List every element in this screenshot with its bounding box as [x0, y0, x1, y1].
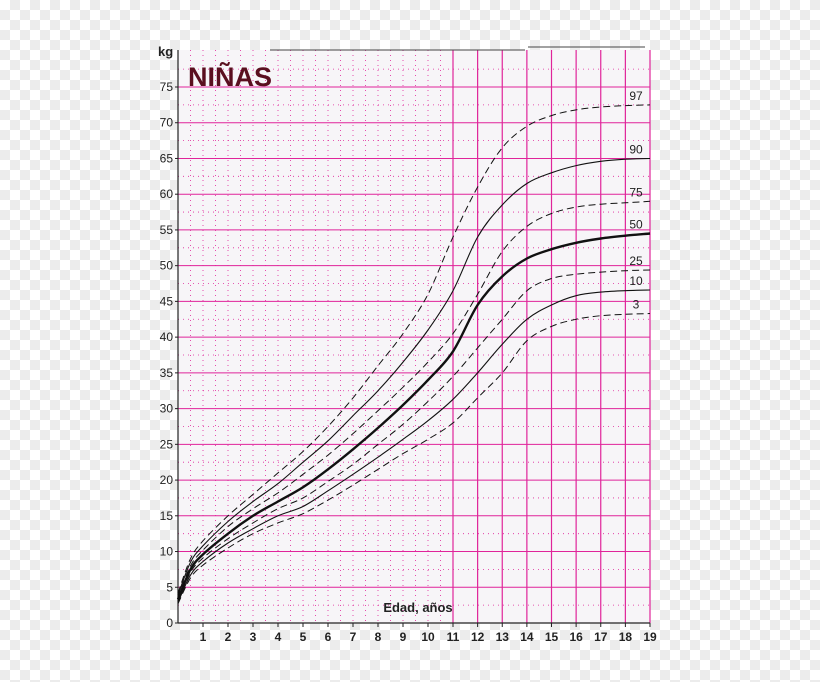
percentile-line-97	[177, 104, 651, 594]
percentile-label-97: 97	[629, 89, 643, 103]
percentile-label-75: 75	[629, 185, 643, 199]
percentile-label-90: 90	[629, 142, 643, 156]
x-tick-label: 11	[447, 630, 460, 644]
y-tick-label: 0	[166, 616, 173, 630]
percentile-line-25	[177, 269, 651, 602]
axes	[175, 46, 651, 627]
x-tick-label: 12	[471, 630, 485, 644]
percentile-label-3: 3	[633, 298, 640, 312]
x-tick-label: 17	[594, 630, 608, 644]
y-axis-unit: kg	[158, 44, 173, 59]
x-tick-label: 18	[619, 630, 633, 644]
y-tick-label: 20	[160, 473, 174, 487]
x-tick-label: 1	[200, 630, 207, 644]
chart-title: NIÑAS	[188, 61, 272, 92]
x-tick-label: 16	[569, 630, 583, 644]
x-tick-label: 9	[400, 630, 407, 644]
x-tick-label: 3	[250, 630, 257, 644]
x-tick-label: 7	[350, 630, 357, 644]
percentile-line-75	[177, 200, 651, 598]
y-tick-label: 5	[166, 580, 173, 594]
x-tick-label: 14	[520, 630, 534, 644]
y-tick-label: 60	[160, 187, 174, 201]
y-tick-label: 35	[160, 366, 174, 380]
x-axis-label: Edad, años	[383, 600, 452, 615]
x-tick-label: 2	[225, 630, 232, 644]
percentile-label-50: 50	[629, 218, 643, 232]
series-lines	[176, 104, 651, 604]
y-tick-label: 65	[160, 151, 174, 165]
percentile-line-3	[177, 313, 651, 604]
y-tick-label: 10	[160, 545, 174, 559]
percentile-line-90	[177, 157, 651, 596]
x-tick-label: 10	[421, 630, 435, 644]
percentile-line-10	[177, 289, 651, 603]
y-tick-label: 45	[160, 294, 174, 308]
y-tick-label: 15	[160, 509, 174, 523]
x-tick-label: 15	[545, 630, 559, 644]
percentile-line-50	[176, 232, 651, 600]
y-tick-label: 50	[160, 259, 174, 273]
plot-background	[178, 50, 650, 623]
y-tick-label: 40	[160, 330, 174, 344]
x-tick-label: 19	[643, 630, 657, 644]
y-tick-label: 70	[160, 116, 174, 130]
y-tick-label: 55	[160, 223, 174, 237]
y-tick-label: 25	[160, 437, 174, 451]
percentile-label-10: 10	[629, 274, 643, 288]
grid	[178, 50, 651, 623]
x-tick-label: 5	[300, 630, 307, 644]
x-tick-label: 13	[496, 630, 510, 644]
y-tick-label: 30	[160, 402, 174, 416]
y-tick-label: 75	[160, 80, 174, 94]
x-tick-label: 6	[325, 630, 332, 644]
x-tick-label: 4	[275, 630, 282, 644]
x-tick-label: 8	[375, 630, 382, 644]
percentile-label-25: 25	[629, 254, 643, 268]
